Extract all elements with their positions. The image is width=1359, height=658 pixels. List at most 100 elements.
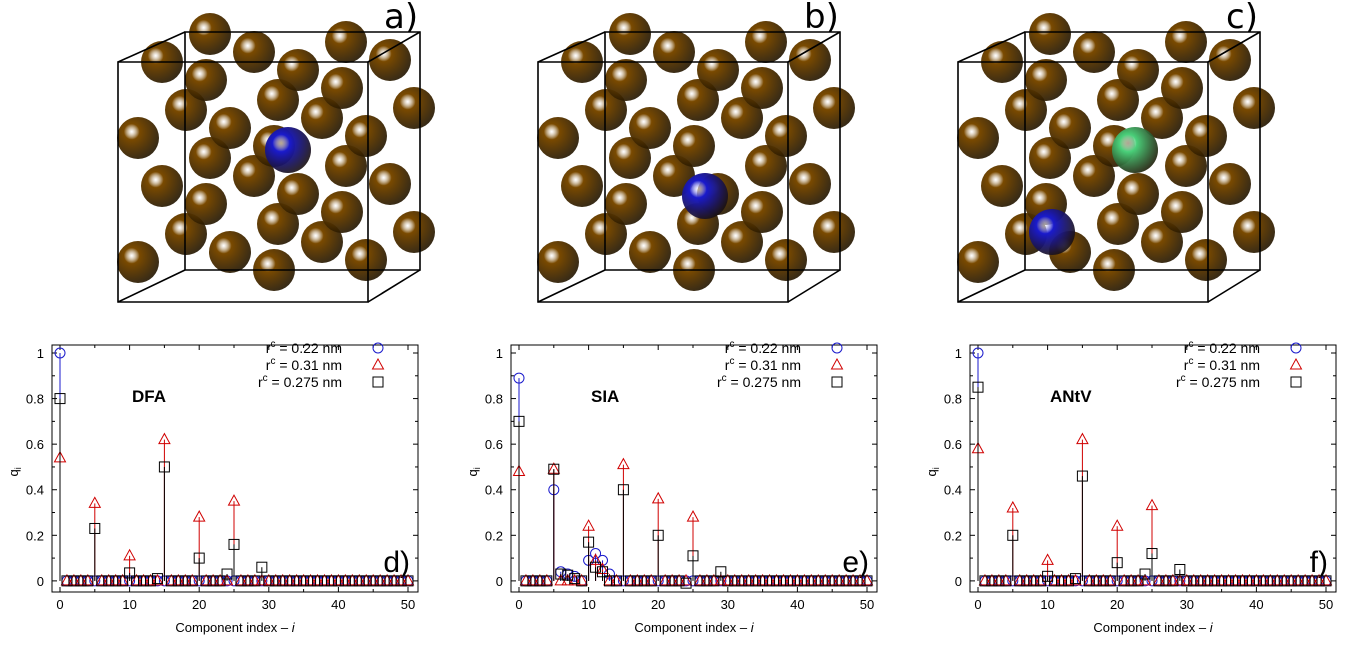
data-point: [603, 573, 616, 586]
data-point: [291, 575, 303, 587]
legend-entry: rc = 0.31 nm: [266, 356, 342, 373]
x-tick-label: 50: [1319, 597, 1333, 612]
data-point: [74, 573, 88, 586]
data-point: [1152, 573, 1166, 586]
data-point: [1250, 573, 1263, 586]
panel-letter-c: c): [1226, 0, 1258, 37]
y-tick-label: 0.8: [26, 392, 44, 407]
data-point: [1006, 500, 1020, 513]
data-point: [519, 573, 533, 586]
data-point: [1000, 575, 1012, 587]
data-point: [777, 575, 789, 587]
data-point: [840, 575, 852, 587]
data-point: [304, 573, 317, 586]
crystal-structure-sia: [537, 13, 855, 303]
data-point: [1299, 575, 1311, 587]
data-point: [1048, 573, 1061, 586]
atom: [609, 13, 651, 55]
atom: [585, 213, 627, 255]
atom: [721, 97, 763, 139]
defect-atom-blue: [682, 173, 728, 219]
data-point: [345, 573, 359, 586]
data-point: [1125, 575, 1137, 587]
atom: [209, 231, 251, 273]
data-point: [771, 575, 783, 587]
x-tick-label: 0: [56, 597, 63, 612]
data-point: [1236, 573, 1249, 586]
data-point: [860, 573, 874, 586]
data-point: [221, 568, 233, 580]
data-point: [861, 575, 873, 587]
data-point: [1089, 573, 1103, 586]
chart-dfa: 0 10 20 30 40 50 0 0.2 0.4 0.6 0.8 1 qi Component ind…: [6, 339, 419, 635]
data-point: [749, 573, 762, 586]
plot-frame: [510, 344, 878, 593]
data-point: [603, 575, 615, 587]
data-point: [95, 573, 109, 586]
data-point: [701, 575, 713, 587]
data-point: [631, 575, 643, 587]
atom: [1185, 239, 1227, 281]
data-point: [1014, 575, 1026, 587]
data-point: [179, 575, 191, 587]
atom: [745, 145, 787, 187]
data-point: [1132, 575, 1144, 587]
data-point: [638, 575, 650, 587]
data-point: [1076, 432, 1089, 445]
y-tick-label: 0.4: [944, 483, 962, 498]
atom: [189, 137, 231, 179]
plot-frame: [51, 344, 419, 593]
data-point: [972, 347, 984, 359]
data-point: [312, 575, 324, 587]
y-tick-label: 0.8: [485, 392, 503, 407]
data-point: [1195, 575, 1207, 587]
data-point: [172, 575, 184, 587]
data-point: [1270, 573, 1284, 586]
data-point: [756, 573, 769, 586]
data-point: [262, 573, 276, 586]
atom: [117, 241, 159, 283]
atom: [141, 165, 183, 207]
data-point: [1139, 568, 1151, 580]
atom: [345, 115, 387, 157]
data-point: [1096, 573, 1110, 586]
atom: [813, 87, 855, 129]
series-2: [54, 393, 414, 587]
data-point: [617, 457, 630, 470]
atom: [233, 31, 275, 73]
data-point: [513, 372, 525, 384]
atom: [301, 221, 343, 263]
atom: [789, 39, 831, 81]
data-point: [54, 347, 66, 359]
data-point: [999, 573, 1013, 586]
legend-marker: [372, 376, 384, 388]
data-point: [680, 577, 692, 589]
atom: [345, 239, 387, 281]
legend-entry: rc = 0.22 nm: [266, 339, 342, 356]
data-point: [750, 575, 762, 587]
atom: [393, 87, 435, 129]
data-point: [339, 573, 352, 586]
x-tick-label: 30: [721, 597, 735, 612]
simulation-box: [117, 31, 421, 303]
atom: [957, 241, 999, 283]
data-point: [729, 575, 741, 587]
data-point: [67, 573, 81, 586]
atom: [537, 241, 579, 283]
y-axis-label: qi: [924, 467, 941, 476]
data-point: [651, 491, 665, 504]
data-point: [1159, 573, 1173, 586]
data-point: [1215, 573, 1228, 586]
y-tick-label: 0.6: [26, 437, 44, 452]
data-point: [1312, 573, 1326, 586]
atom: [1185, 115, 1227, 157]
x-tick-label: 50: [860, 597, 874, 612]
atom: [1141, 221, 1183, 263]
atom: [673, 125, 715, 167]
atom: [1209, 163, 1251, 205]
data-point: [151, 573, 163, 585]
data-point: [659, 575, 671, 587]
simulation-box: [537, 31, 841, 303]
data-point: [1160, 575, 1172, 587]
data-point: [854, 575, 866, 587]
